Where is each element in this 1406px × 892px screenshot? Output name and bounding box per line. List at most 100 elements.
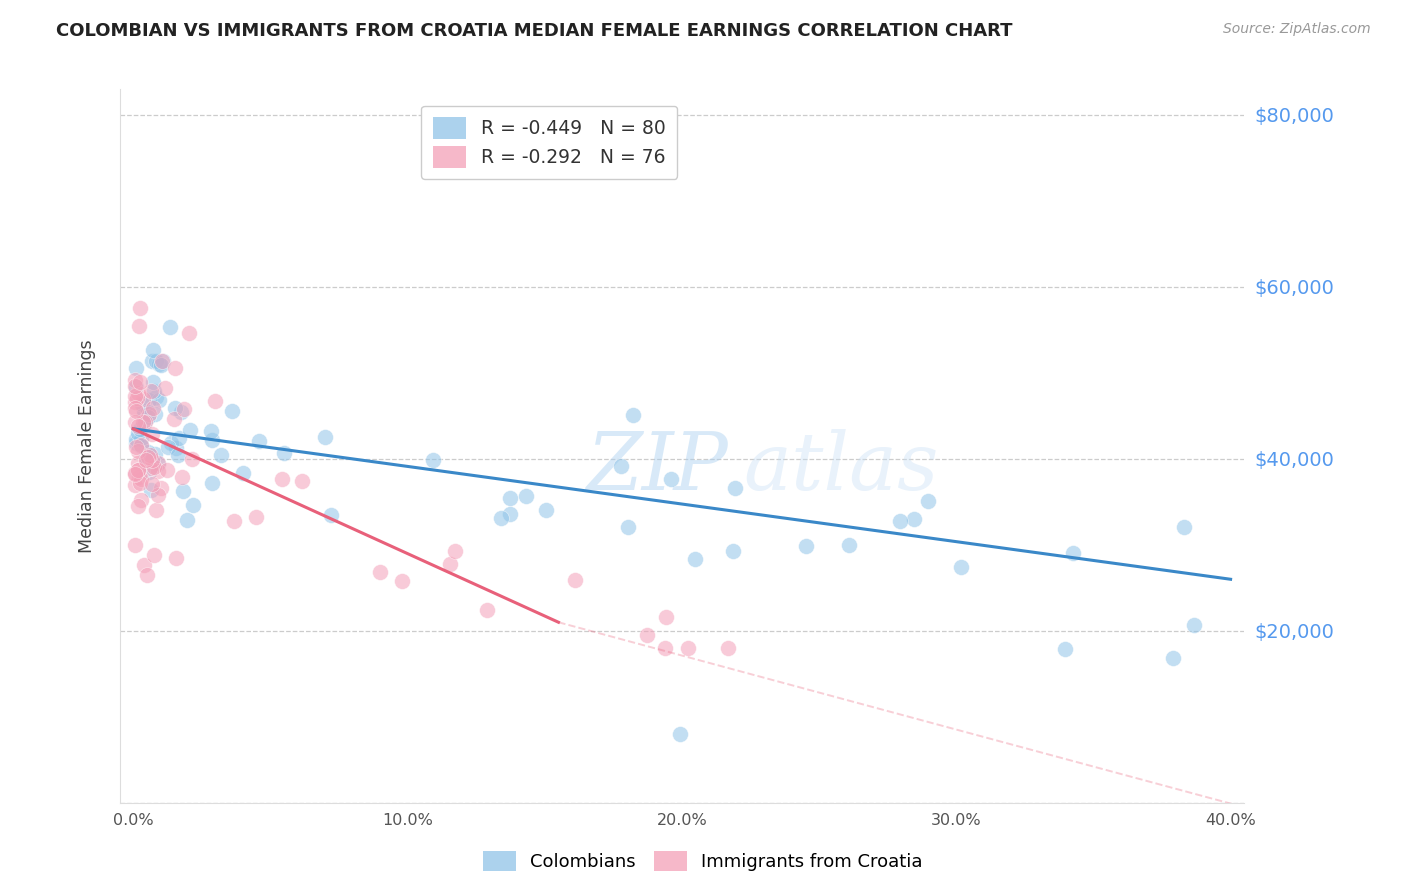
Point (536, 503, 558, 517)
Point (143, 407, 166, 421)
Point (127, 463, 149, 477)
Point (124, 466, 146, 480)
Text: COLOMBIAN VS IMMIGRANTS FROM CROATIA MEDIAN FEMALE EARNINGS CORRELATION CHART: COLOMBIAN VS IMMIGRANTS FROM CROATIA MED… (56, 22, 1012, 40)
Point (146, 464, 169, 478)
Point (150, 358, 173, 372)
Point (157, 440, 180, 454)
Point (128, 470, 150, 484)
Point (141, 476, 163, 491)
Point (142, 548, 165, 562)
Point (319, 508, 342, 522)
Point (142, 401, 165, 415)
Point (270, 472, 292, 486)
Point (368, 566, 391, 580)
Point (838, 539, 860, 553)
Point (131, 397, 153, 411)
Point (273, 446, 295, 460)
Point (139, 384, 162, 398)
Point (181, 498, 204, 512)
Point (149, 481, 172, 495)
Point (124, 478, 146, 492)
Point (221, 403, 243, 417)
Point (245, 510, 267, 524)
Point (224, 514, 246, 528)
Point (903, 512, 925, 526)
Point (155, 381, 177, 395)
Point (159, 320, 181, 334)
Point (232, 466, 254, 480)
Point (391, 574, 413, 588)
Point (138, 448, 160, 462)
Point (669, 727, 692, 741)
Point (163, 412, 186, 426)
Point (141, 427, 163, 442)
Point (128, 318, 150, 333)
Point (142, 343, 165, 358)
Point (515, 489, 537, 503)
Point (204, 393, 226, 408)
Point (444, 544, 467, 558)
Point (124, 415, 146, 429)
Point (166, 448, 188, 462)
Point (609, 458, 631, 473)
Point (129, 301, 152, 316)
Point (132, 558, 155, 573)
Point (1173, 520, 1195, 534)
Point (200, 424, 222, 438)
Point (132, 392, 155, 407)
Point (139, 461, 162, 475)
Point (917, 493, 939, 508)
Point (141, 353, 163, 368)
Point (172, 470, 194, 484)
Point (139, 483, 162, 497)
Point (173, 401, 195, 416)
Point (145, 390, 167, 404)
Point (136, 567, 159, 582)
Point (676, 641, 699, 656)
Point (127, 425, 149, 440)
Point (1182, 618, 1205, 632)
Point (129, 439, 152, 453)
Point (146, 456, 169, 470)
Point (138, 407, 160, 421)
Point (794, 539, 817, 553)
Point (127, 456, 149, 470)
Point (124, 441, 146, 455)
Point (125, 436, 148, 450)
Point (724, 481, 747, 495)
Point (135, 452, 157, 467)
Point (163, 360, 186, 375)
Point (422, 453, 444, 467)
Point (124, 378, 146, 392)
Point (142, 452, 165, 467)
Point (201, 434, 224, 448)
Point (659, 472, 682, 486)
Point (172, 484, 194, 499)
Point (683, 551, 706, 566)
Point (125, 380, 148, 394)
Point (127, 444, 149, 458)
Point (148, 357, 170, 371)
Point (142, 375, 165, 389)
Point (181, 452, 204, 467)
Point (129, 492, 152, 507)
Point (889, 514, 911, 528)
Point (136, 405, 159, 419)
Text: ZIP: ZIP (586, 429, 728, 506)
Point (655, 609, 678, 624)
Legend: R = -0.449   N = 80, R = -0.292   N = 76: R = -0.449 N = 80, R = -0.292 N = 76 (422, 106, 678, 179)
Point (209, 448, 232, 462)
Point (159, 436, 181, 450)
Point (165, 401, 187, 415)
Point (128, 375, 150, 389)
Point (165, 550, 187, 565)
Point (499, 491, 522, 505)
Point (132, 416, 155, 430)
Point (124, 467, 146, 482)
Point (621, 408, 644, 422)
Point (127, 385, 149, 400)
Point (165, 441, 187, 455)
Point (145, 503, 167, 517)
Point (135, 450, 157, 465)
Point (617, 520, 640, 534)
